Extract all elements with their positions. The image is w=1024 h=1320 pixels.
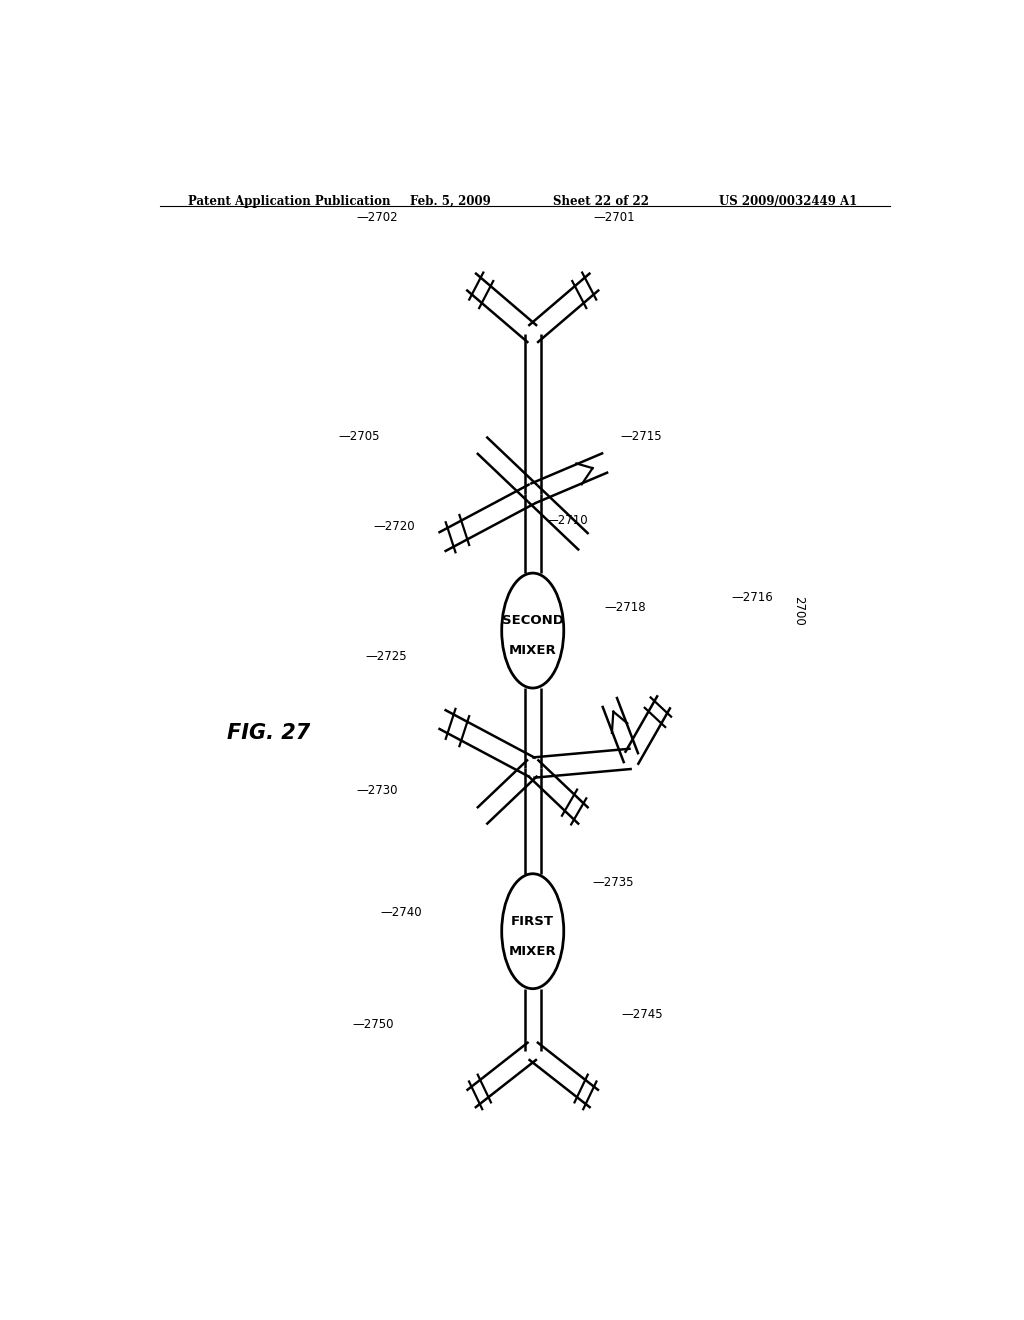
Text: Sheet 22 of 22: Sheet 22 of 22 (553, 195, 648, 209)
Text: MIXER: MIXER (509, 644, 557, 657)
Ellipse shape (502, 573, 564, 688)
Text: —2710: —2710 (546, 513, 588, 527)
Text: —2745: —2745 (622, 1007, 664, 1020)
Text: —2705: —2705 (339, 430, 380, 444)
Text: Feb. 5, 2009: Feb. 5, 2009 (410, 195, 490, 209)
Text: MIXER: MIXER (509, 945, 557, 958)
Text: —2701: —2701 (594, 211, 636, 224)
Text: —2720: —2720 (374, 520, 416, 533)
Text: —2750: —2750 (352, 1018, 394, 1031)
Text: —2702: —2702 (356, 211, 397, 224)
Text: SECOND: SECOND (502, 614, 563, 627)
Text: FIG. 27: FIG. 27 (227, 722, 310, 743)
Text: —2730: —2730 (356, 784, 397, 797)
Text: —2740: —2740 (380, 906, 422, 919)
Text: —2718: —2718 (604, 601, 646, 614)
Ellipse shape (502, 874, 564, 989)
Text: —2715: —2715 (620, 430, 662, 444)
Text: FIRST: FIRST (511, 915, 554, 928)
Text: —2725: —2725 (366, 649, 408, 663)
Text: Patent Application Publication: Patent Application Publication (187, 195, 390, 209)
Text: US 2009/0032449 A1: US 2009/0032449 A1 (719, 195, 857, 209)
Text: —2716: —2716 (731, 591, 773, 605)
Text: —2735: —2735 (592, 875, 634, 888)
Text: 2700: 2700 (793, 595, 805, 626)
